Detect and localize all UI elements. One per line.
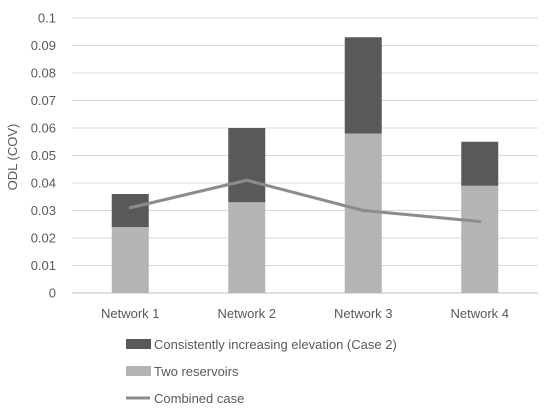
bar-increasing-elevation <box>111 194 149 227</box>
bar-two-reservoirs <box>344 133 382 293</box>
y-tick-label: 0.07 <box>31 93 56 108</box>
legend-swatch <box>126 339 151 349</box>
x-tick-label: Network 4 <box>450 306 509 321</box>
x-tick-label: Network 1 <box>101 306 160 321</box>
legend-item: Two reservoirs <box>126 364 239 379</box>
y-axis-title: ODL (COV) <box>5 124 20 191</box>
bar-increasing-elevation <box>228 128 266 203</box>
y-tick-label: 0.06 <box>31 121 56 136</box>
bar-two-reservoirs <box>111 227 149 293</box>
legend-label: Combined case <box>154 391 244 406</box>
bar-two-reservoirs <box>461 185 499 293</box>
x-tick-labels: Network 1 Network 2 Network 3 Network 4 <box>101 306 509 321</box>
x-tick-label: Network 3 <box>334 306 393 321</box>
y-tick-label: 0.05 <box>31 148 56 163</box>
bar-increasing-elevation <box>461 141 499 186</box>
legend: Consistently increasing elevation (Case … <box>126 337 397 406</box>
y-tick-label: 0.03 <box>31 203 56 218</box>
y-tick-labels: 0 0.01 0.02 0.03 0.04 0.05 0.06 0.07 0.08 0.09 0.1 <box>31 11 56 301</box>
y-tick-label: 0.04 <box>31 176 56 191</box>
y-tick-label: 0.02 <box>31 231 56 246</box>
legend-label: Two reservoirs <box>154 364 239 379</box>
legend-item: Combined case <box>126 391 244 406</box>
x-tick-label: Network 2 <box>217 306 276 321</box>
y-tick-label: 0.01 <box>31 258 56 273</box>
gridlines <box>72 17 538 294</box>
legend-label: Consistently increasing elevation (Case … <box>154 337 397 352</box>
y-tick-label: 0.1 <box>38 11 56 26</box>
legend-item: Consistently increasing elevation (Case … <box>126 337 397 352</box>
legend-swatch <box>126 366 151 376</box>
bar-two-reservoirs <box>228 202 266 293</box>
bars <box>111 37 499 293</box>
line-series <box>128 178 482 223</box>
y-tick-label: 0 <box>49 286 56 301</box>
y-tick-label: 0.08 <box>31 66 56 81</box>
line-combined-case <box>128 178 482 223</box>
y-tick-label: 0.09 <box>31 38 56 53</box>
bar-increasing-elevation <box>344 37 382 134</box>
